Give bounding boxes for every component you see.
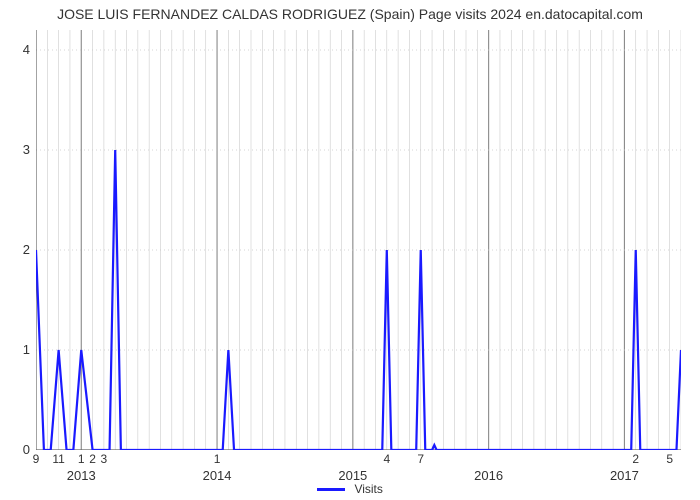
y-tick-label: 2 — [10, 242, 30, 257]
legend-swatch — [317, 488, 345, 491]
x-tick-minor-label: 9 — [33, 452, 40, 466]
chart-container: { "chart": { "type": "line", "title": "J… — [0, 0, 700, 500]
x-tick-major-label: 2013 — [67, 468, 96, 483]
x-tick-major-label: 2015 — [338, 468, 367, 483]
legend: Visits — [0, 482, 700, 496]
x-tick-minor-label: 1 — [78, 452, 85, 466]
x-tick-minor-label: 2 — [89, 452, 96, 466]
legend-label: Visits — [354, 482, 382, 496]
x-tick-minor-label: 2 — [632, 452, 639, 466]
x-tick-minor-label: 1 — [214, 452, 221, 466]
x-tick-minor-label: 5 — [666, 452, 673, 466]
x-tick-major-label: 2014 — [203, 468, 232, 483]
chart-title: JOSE LUIS FERNANDEZ CALDAS RODRIGUEZ (Sp… — [0, 6, 700, 22]
x-tick-major-label: 2017 — [610, 468, 639, 483]
x-tick-major-label: 2016 — [474, 468, 503, 483]
y-tick-label: 0 — [10, 442, 30, 457]
y-tick-label: 4 — [10, 42, 30, 57]
x-tick-minor-label: 7 — [417, 452, 424, 466]
y-tick-label: 3 — [10, 142, 30, 157]
plot-area — [36, 30, 681, 450]
x-tick-minor-label: 11 — [52, 452, 64, 466]
x-tick-minor-label: 3 — [101, 452, 108, 466]
y-tick-label: 1 — [10, 342, 30, 357]
line-chart-svg — [36, 30, 681, 450]
x-tick-minor-label: 4 — [383, 452, 390, 466]
